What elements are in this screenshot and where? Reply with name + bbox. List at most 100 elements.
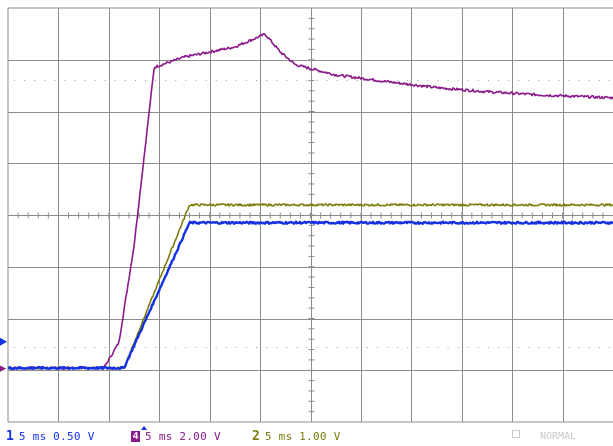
graticule-dot bbox=[558, 347, 560, 348]
graticule-dot bbox=[447, 347, 449, 348]
graticule-dot bbox=[397, 80, 399, 81]
graticule-dot bbox=[44, 347, 46, 348]
graticule-dot bbox=[306, 347, 308, 348]
graticule-dot bbox=[245, 80, 247, 81]
graticule-dot bbox=[316, 347, 318, 348]
graticule-dot bbox=[225, 80, 227, 81]
graticule-dot bbox=[135, 80, 136, 81]
graticule-dot bbox=[245, 347, 247, 348]
graticule-dot bbox=[598, 80, 600, 81]
graticule-dot bbox=[14, 80, 15, 81]
graticule-dot bbox=[326, 80, 328, 81]
graticule-dot bbox=[467, 80, 469, 81]
graticule-dot bbox=[598, 347, 600, 348]
waveform-channel-4 bbox=[7, 32, 613, 371]
graticule-dot bbox=[306, 80, 308, 81]
graticule-dot bbox=[387, 347, 389, 348]
graticule-dot bbox=[44, 80, 46, 81]
graticule-dot bbox=[145, 347, 147, 348]
channel-number: 4 bbox=[131, 431, 140, 442]
graticule-dot bbox=[84, 80, 86, 81]
graticule-dot bbox=[256, 80, 257, 81]
channel-number: 1 bbox=[6, 429, 14, 444]
volts-per-div-value: 0.50 V bbox=[53, 430, 95, 443]
graticule-dot bbox=[165, 347, 167, 348]
graticule-dot bbox=[558, 80, 560, 81]
graticule-dot bbox=[266, 80, 268, 81]
timebase-value: 5 ms bbox=[264, 430, 293, 443]
graticule-dot bbox=[508, 347, 510, 348]
graticule-dot bbox=[195, 347, 197, 348]
graticule-dot bbox=[94, 347, 96, 348]
graticule-dot bbox=[437, 80, 439, 81]
markers bbox=[0, 337, 148, 430]
graticule-dot bbox=[407, 347, 409, 348]
graticule-dot bbox=[377, 347, 378, 348]
graticule-dot bbox=[568, 347, 570, 348]
graticule-dot bbox=[74, 80, 76, 81]
graticule-dot bbox=[155, 347, 157, 348]
graticule-dot bbox=[417, 80, 419, 81]
graticule-dot bbox=[286, 347, 288, 348]
graticule-dot bbox=[155, 80, 157, 81]
graticule-dot bbox=[608, 347, 610, 348]
graticule-dot bbox=[296, 80, 298, 81]
graticule-dot bbox=[124, 347, 126, 348]
graticule-dot bbox=[498, 347, 499, 348]
graticule-dot bbox=[175, 80, 177, 81]
graticule-dot bbox=[64, 347, 66, 348]
channel-number: 2 bbox=[252, 429, 260, 444]
graticule-dot bbox=[366, 347, 368, 348]
graticule-dot bbox=[195, 80, 197, 81]
graticule-dot bbox=[145, 80, 147, 81]
graticule-dot bbox=[135, 347, 136, 348]
graticule-dot bbox=[508, 80, 510, 81]
timebase-value: 5 ms bbox=[145, 430, 173, 443]
graticule-dot bbox=[487, 80, 489, 81]
graticule-dot bbox=[276, 80, 278, 81]
graticule-dot bbox=[104, 80, 106, 81]
graticule-dot bbox=[427, 347, 429, 348]
graticule-dot bbox=[165, 80, 167, 81]
graticule-dot bbox=[175, 347, 177, 348]
graticule-dot bbox=[235, 347, 237, 348]
graticule-dot bbox=[518, 80, 520, 81]
graticule-dot bbox=[235, 80, 237, 81]
graticule-dot bbox=[457, 80, 459, 81]
graticule-dot bbox=[518, 347, 520, 348]
graticule-dot bbox=[578, 80, 580, 81]
graticule-dot bbox=[336, 80, 338, 81]
graticule-dot bbox=[256, 347, 257, 348]
graticule-dot bbox=[24, 80, 26, 81]
graticule-dot bbox=[477, 80, 479, 81]
graticule-dot bbox=[447, 80, 449, 81]
graticule-dot bbox=[64, 80, 66, 81]
graticule-dot bbox=[528, 347, 530, 348]
graticule-dot bbox=[225, 347, 227, 348]
acquisition-checkbox-icon bbox=[512, 430, 520, 438]
trigger-position-marker bbox=[141, 426, 148, 430]
graticule-dot bbox=[266, 347, 268, 348]
graticule-dot bbox=[74, 347, 76, 348]
graticule-dot bbox=[114, 80, 116, 81]
graticule-dot bbox=[54, 347, 56, 348]
graticule-dot bbox=[54, 80, 56, 81]
graticule-dot bbox=[24, 347, 26, 348]
graticule-dot bbox=[538, 80, 540, 81]
graticule-dot bbox=[276, 347, 278, 348]
channel-4-readout: 4 5 ms 2.00 V bbox=[131, 427, 221, 446]
graticule-dot bbox=[336, 347, 338, 348]
graticule-dot bbox=[14, 347, 15, 348]
graticule-dot bbox=[608, 80, 610, 81]
graticule-dot bbox=[296, 347, 298, 348]
channel-2-readout: 2 5 ms 1.00 V bbox=[252, 427, 341, 446]
graticule-dot bbox=[215, 80, 217, 81]
timebase-value: 5 ms bbox=[18, 430, 47, 443]
graticule-dot bbox=[427, 80, 429, 81]
graticule-dot bbox=[346, 347, 348, 348]
graticule-dot bbox=[437, 347, 439, 348]
graticule-dot bbox=[205, 347, 207, 348]
graticule-dot bbox=[346, 80, 348, 81]
graticule-dot bbox=[528, 80, 530, 81]
graticule-dot bbox=[498, 80, 499, 81]
